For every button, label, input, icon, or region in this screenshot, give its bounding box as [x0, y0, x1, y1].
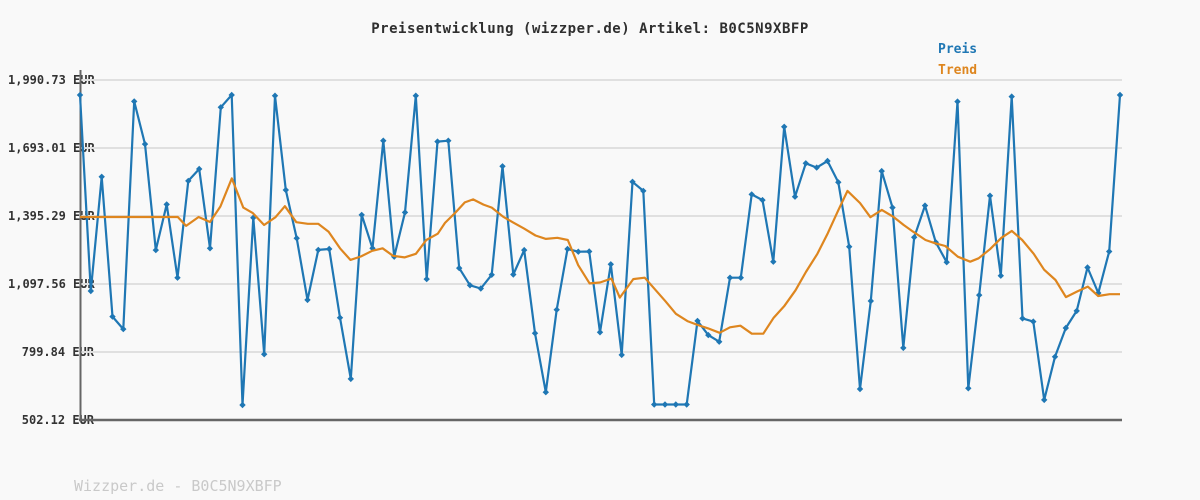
legend-item-preis: Preis	[938, 42, 978, 57]
y-tick-label: 1,395.29 EUR	[8, 209, 95, 223]
trend-line	[80, 177, 1120, 335]
price-line	[78, 93, 1122, 407]
legend-item-trend: Trend	[938, 63, 978, 78]
chart-title: Preisentwicklung (wizzper.de) Artikel: B…	[371, 21, 809, 37]
chart-legend: Preis Trend	[938, 39, 977, 81]
y-tick-label: 1,693.01 EUR	[8, 141, 95, 155]
watermark-text: Wizzper.de - B0C5N9XBFP	[74, 477, 282, 495]
